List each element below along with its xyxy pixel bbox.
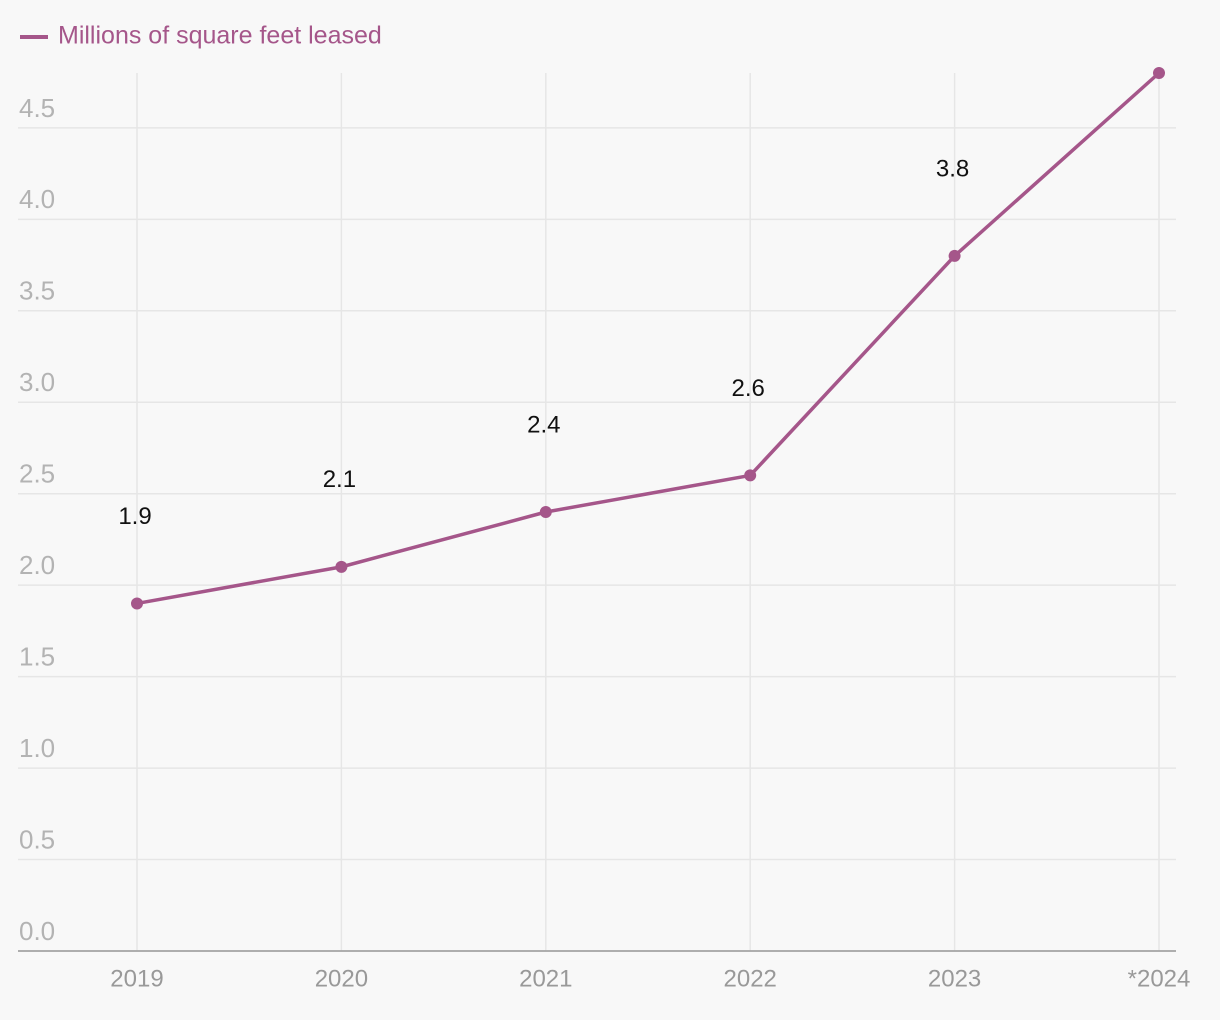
data-point: [1153, 67, 1165, 79]
y-tick-label: 2.0: [19, 550, 55, 580]
y-tick-label: 2.5: [19, 459, 55, 489]
data-point: [335, 560, 348, 573]
x-tick-label: 2022: [724, 965, 777, 992]
y-tick-label: 0.0: [19, 916, 55, 946]
x-tick-label: 2023: [928, 965, 981, 992]
y-tick-label: 0.5: [19, 824, 55, 854]
data-point: [131, 597, 143, 610]
data-label: 3.8: [936, 155, 969, 182]
y-tick-label: 3.5: [19, 276, 55, 306]
data-point: [744, 469, 757, 482]
y-tick-label: 1.0: [19, 733, 55, 763]
data-label: 2.1: [323, 466, 356, 493]
x-tick-label: 2020: [315, 965, 368, 992]
series-line: [136, 71, 1161, 606]
y-tick-label: 3.0: [19, 367, 55, 397]
y-tick-label: 4.5: [19, 93, 55, 123]
y-tick-label: 1.5: [19, 642, 55, 672]
data-point: [539, 506, 552, 518]
x-tick-label: *2024: [1128, 965, 1191, 992]
data-label: 2.6: [732, 375, 765, 402]
x-tick-label: 2021: [519, 965, 572, 992]
y-tick-label: 4.0: [19, 184, 55, 214]
data-label: 1.9: [118, 503, 151, 530]
data-label: 2.4: [527, 411, 560, 438]
legend-label: Millions of square feet leased: [58, 22, 382, 50]
data-point: [948, 249, 961, 262]
x-tick-label: 2019: [110, 965, 163, 992]
